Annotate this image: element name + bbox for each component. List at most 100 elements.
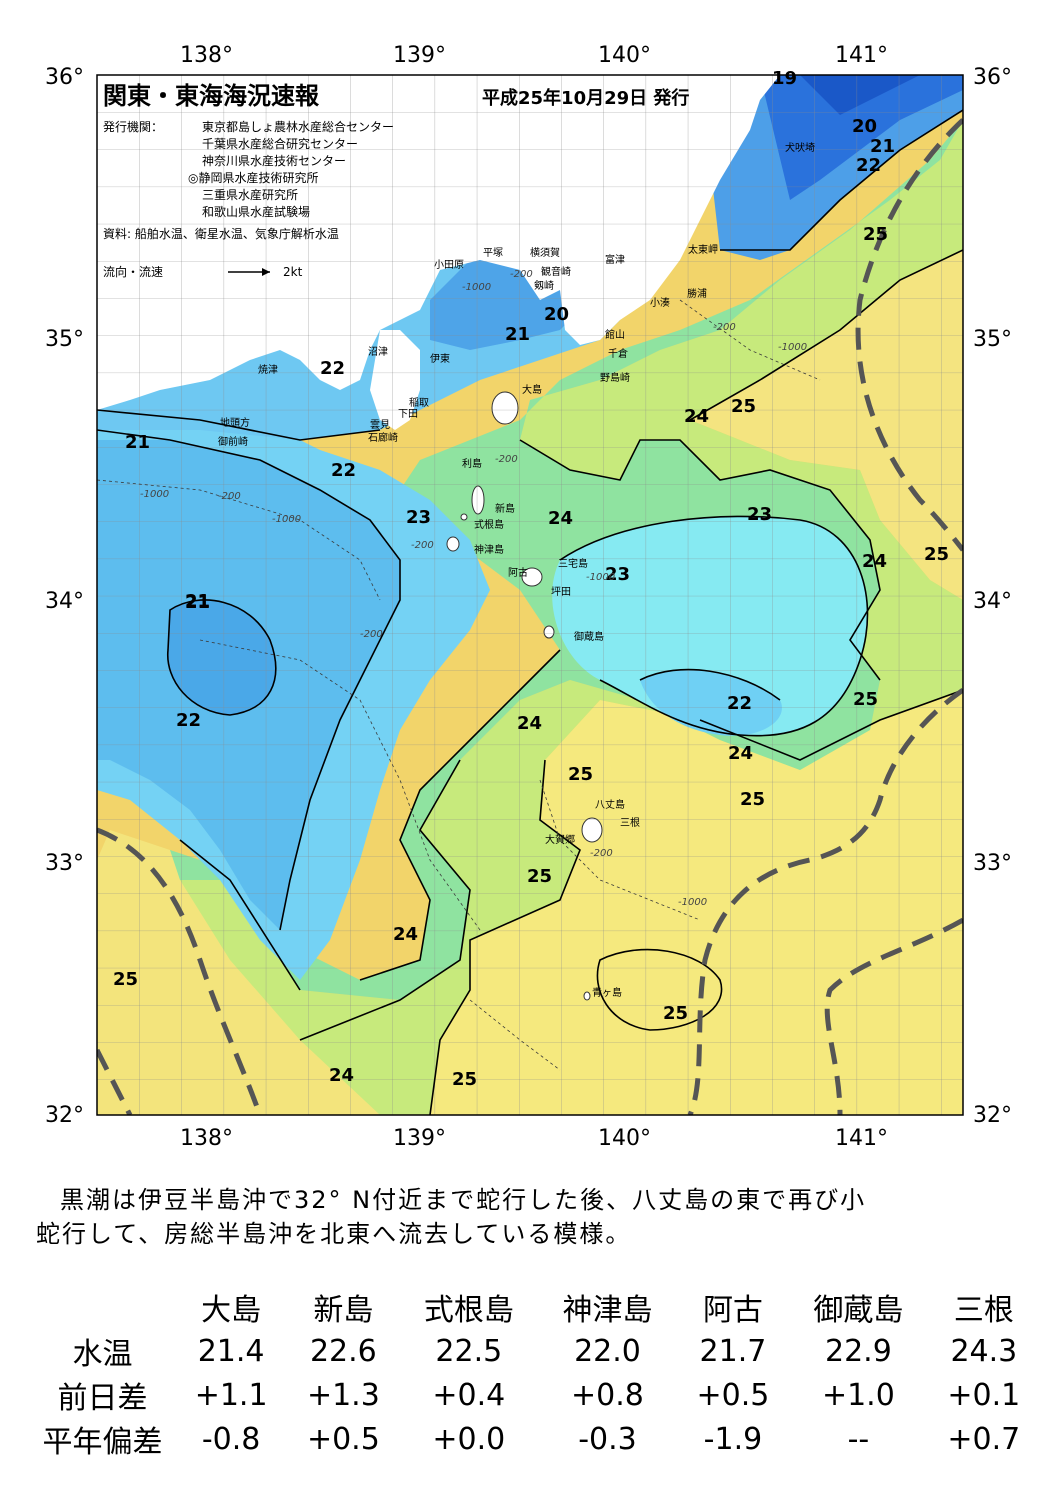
isotherm-label: 21 xyxy=(185,591,210,612)
depth-label: -200 xyxy=(360,629,383,640)
lon-tick-bottom: 139° xyxy=(393,1126,446,1151)
publisher: 千葉県水産総合研究センター xyxy=(202,136,358,151)
current-legend-label: 流向・流速 xyxy=(103,264,163,279)
isotherm-label: 22 xyxy=(331,460,356,481)
lon-tick-bottom: 140° xyxy=(598,1126,651,1151)
table-cell: 21.4 xyxy=(197,1333,265,1369)
isotherm-label: 24 xyxy=(728,743,753,764)
column-header: 大島 xyxy=(201,1293,262,1328)
table-cell: +0.4 xyxy=(432,1377,506,1413)
table-row: 平年偏差 -0.8 +0.5 +0.0 -0.3 -1.9 -- +0.7 xyxy=(30,1417,1040,1461)
summary-line: 蛇行して、房総半島沖を北東へ流去している模様。 xyxy=(36,1220,632,1248)
place-label: 坪田 xyxy=(551,585,571,598)
column-header: 御蔵島 xyxy=(813,1293,904,1328)
table-cell: +1.1 xyxy=(194,1377,268,1413)
isotherm-label: 22 xyxy=(856,155,881,176)
depth-label: -1000 xyxy=(678,897,707,908)
lat-tick-right: 33° xyxy=(973,851,1012,876)
place-label: 阿古 xyxy=(508,566,528,579)
kuroshio-axis xyxy=(97,118,963,1115)
map-header: 関東・東海海況速報 平成25年10月29日 発行 発行機関： 東京都島しょ農林水… xyxy=(103,82,689,279)
isotherm-label: 25 xyxy=(740,789,765,810)
depth-contours xyxy=(97,299,821,1071)
table-cell: -0.8 xyxy=(201,1421,261,1457)
place-label: 沼津 xyxy=(368,345,388,358)
table-cell: 21.7 xyxy=(699,1333,767,1369)
isotherm-label: 25 xyxy=(924,544,949,565)
depth-label: -200 xyxy=(218,491,241,502)
depth-label: -1000 xyxy=(272,514,301,525)
publisher: 東京都島しょ農林水産総合センター xyxy=(202,119,394,134)
publisher: 三重県水産研究所 xyxy=(202,187,298,202)
place-label: 小湊 xyxy=(650,296,670,309)
isotherm-label: 21 xyxy=(125,432,150,453)
lon-tick-top: 138° xyxy=(180,43,233,68)
current-legend-speed: 2kt xyxy=(283,265,303,279)
isotherm-label: 23 xyxy=(406,507,431,528)
isotherm-label: 24 xyxy=(329,1065,354,1086)
row-label: 前日差 xyxy=(57,1381,148,1416)
column-header: 新島 xyxy=(313,1293,374,1328)
isotherm-lines xyxy=(97,109,963,1115)
lon-tick-bottom: 141° xyxy=(835,1126,888,1151)
summary-text: 黒潮は伊豆半島沖で32° N付近まで蛇行した後、八丈島の東で再び小 蛇行して、房… xyxy=(36,1183,1036,1251)
isotherm-label: 21 xyxy=(505,324,530,345)
issue-date: 平成25年10月29日 発行 xyxy=(482,87,689,109)
publisher: 和歌山県水産試験場 xyxy=(202,204,310,219)
depth-label: -200 xyxy=(590,848,613,859)
row-label: 水温 xyxy=(72,1337,133,1372)
isotherm-label: 25 xyxy=(663,1003,688,1024)
data-source: 資料: 船舶水温、衛星水温、気象庁解析水温 xyxy=(103,226,339,241)
table-cell: +1.0 xyxy=(821,1377,895,1413)
map-title: 関東・東海海況速報 xyxy=(103,82,320,110)
lat-tick-left: 34° xyxy=(45,589,84,614)
table-cell: +0.0 xyxy=(432,1421,506,1457)
lon-tick-top: 141° xyxy=(835,43,888,68)
publisher: ◎静岡県水産技術研究所 xyxy=(188,170,318,185)
lat-tick-left: 32° xyxy=(45,1103,84,1128)
lat-tick-left: 33° xyxy=(45,851,84,876)
table-cell: 22.9 xyxy=(824,1333,892,1369)
depth-label: -1000 xyxy=(462,282,491,293)
depth-label: -1000 xyxy=(778,342,807,353)
isotherm-label: 23 xyxy=(747,504,772,525)
place-label: 八丈島 xyxy=(595,798,625,811)
lat-tick-right: 35° xyxy=(973,327,1012,352)
place-label: 石廊崎 xyxy=(368,431,398,444)
publisher-label: 発行機関： xyxy=(103,119,163,134)
table-cell: +0.1 xyxy=(947,1377,1021,1413)
depth-labels: -200 -1000 -200 -1000 -200 -1000 -200 -1… xyxy=(140,269,807,908)
table-cell: 24.3 xyxy=(950,1333,1018,1369)
column-header: 式根島 xyxy=(423,1293,514,1328)
isotherm-label: 21 xyxy=(185,592,210,613)
place-label: 野島崎 xyxy=(600,371,630,384)
lon-tick-bottom: 138° xyxy=(180,1126,233,1151)
table-cell: +1.3 xyxy=(306,1377,380,1413)
column-header: 三根 xyxy=(953,1293,1014,1328)
place-label: 勝浦 xyxy=(687,287,707,300)
sst-map: 138° 139° 140° 141° 138° 139° 140° 141° … xyxy=(45,43,1012,1151)
lat-tick-left: 35° xyxy=(45,327,84,352)
table-cell: -1.9 xyxy=(703,1421,763,1457)
lat-lon-grid xyxy=(97,75,963,1115)
place-label: 稲取 xyxy=(409,397,429,409)
axis-labels: 138° 139° 140° 141° 138° 139° 140° 141° … xyxy=(45,43,1012,1151)
place-label: 焼津 xyxy=(258,364,278,376)
place-label: 三根 xyxy=(620,816,640,829)
isotherm-label: 25 xyxy=(113,969,138,990)
isotherm-label: 25 xyxy=(731,396,756,417)
isotherm-label: 25 xyxy=(853,689,878,710)
isotherm-label: 25 xyxy=(863,224,888,245)
isotherm-labels: 19 20 21 22 25 20 21 22 21 21 22 23 24 2… xyxy=(113,68,949,1090)
isotherm-label: 25 xyxy=(527,866,552,887)
isotherm-label: 24 xyxy=(862,551,887,572)
sst-map-svg: 138° 139° 140° 141° 138° 139° 140° 141° … xyxy=(45,43,1012,1151)
lon-tick-top: 140° xyxy=(598,43,651,68)
place-label: 富津 xyxy=(605,253,625,266)
table-cell: +0.5 xyxy=(306,1421,380,1457)
table-row: 前日差 +1.1 +1.3 +0.4 +0.8 +0.5 +1.0 +0.1 xyxy=(30,1373,1040,1417)
row-label: 平年偏差 xyxy=(42,1425,163,1460)
column-header: 阿古 xyxy=(702,1293,763,1328)
depth-label: -1000 xyxy=(140,489,169,500)
place-label: 犬吠埼 xyxy=(785,141,815,154)
